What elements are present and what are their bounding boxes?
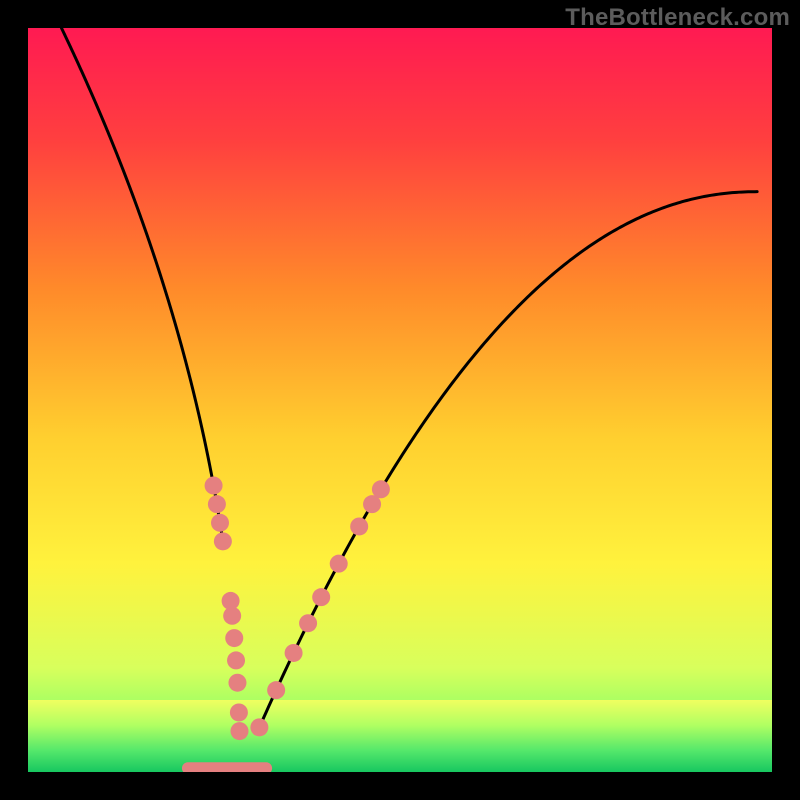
marker-dot: [299, 614, 317, 632]
chart-background: [28, 28, 772, 772]
green-band: [28, 700, 772, 772]
marker-dot: [312, 588, 330, 606]
marker-dot: [350, 517, 368, 535]
marker-dot: [250, 718, 268, 736]
marker-dot: [214, 532, 232, 550]
marker-dot: [285, 644, 303, 662]
marker-dot: [228, 674, 246, 692]
marker-dot: [208, 495, 226, 513]
marker-dot: [267, 681, 285, 699]
watermark-text: TheBottleneck.com: [565, 4, 790, 32]
marker-dot: [211, 514, 229, 532]
marker-dot: [225, 629, 243, 647]
marker-dot: [222, 592, 240, 610]
marker-dot: [230, 703, 248, 721]
marker-dot: [230, 722, 248, 740]
marker-dot: [330, 555, 348, 573]
marker-dot: [372, 480, 390, 498]
marker-dot: [227, 651, 245, 669]
marker-dot: [205, 477, 223, 495]
